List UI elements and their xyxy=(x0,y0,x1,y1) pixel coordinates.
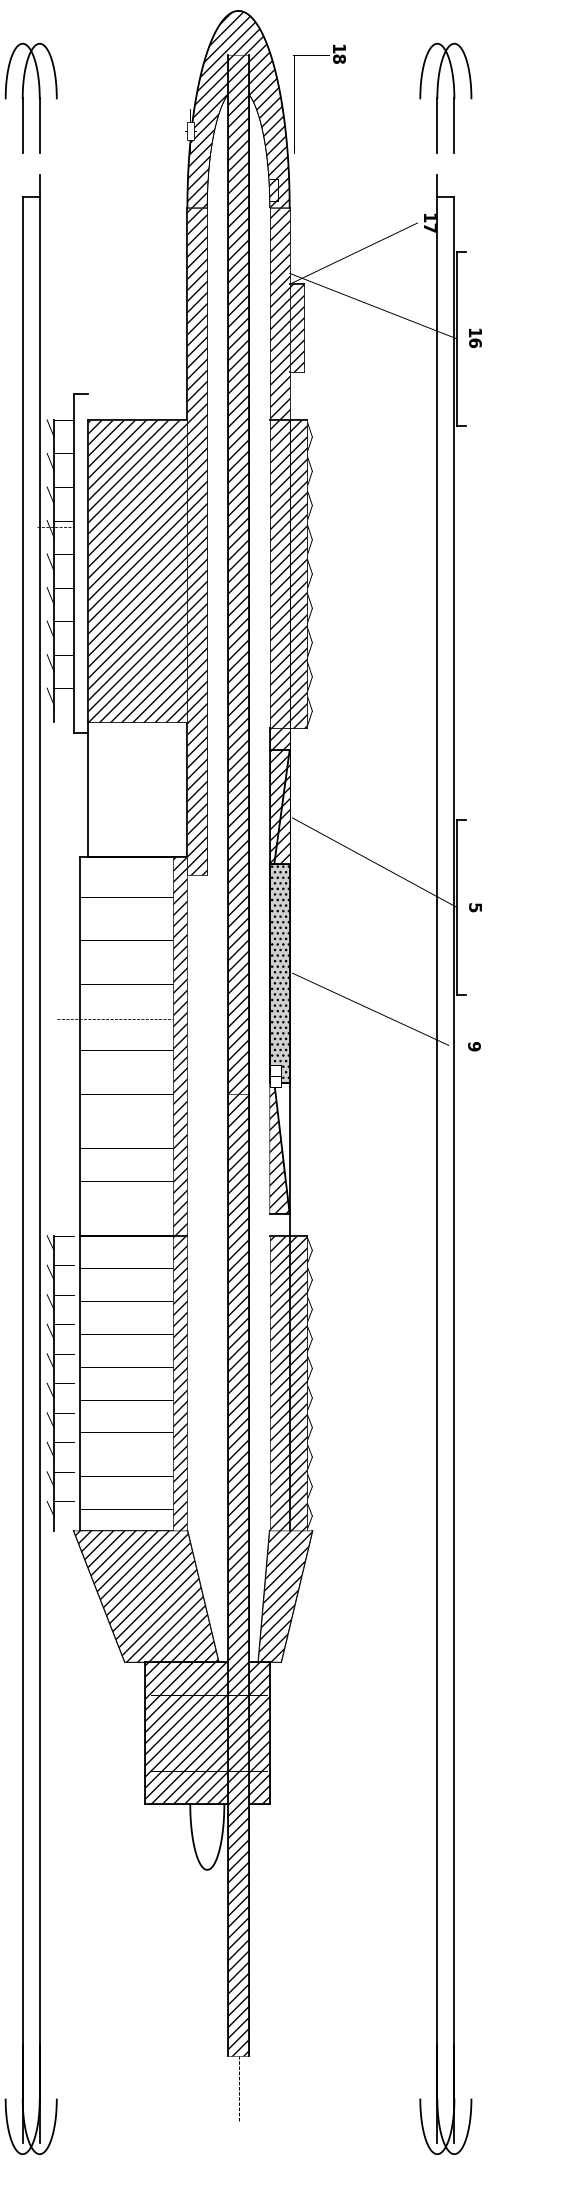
Polygon shape xyxy=(187,208,207,875)
Polygon shape xyxy=(88,420,187,722)
Bar xyxy=(270,864,290,1083)
Text: 18: 18 xyxy=(326,44,344,66)
Polygon shape xyxy=(258,1531,312,1662)
Polygon shape xyxy=(173,1236,187,1531)
Polygon shape xyxy=(270,1083,290,1214)
Text: 5: 5 xyxy=(462,901,481,914)
Text: 17: 17 xyxy=(417,212,435,234)
Polygon shape xyxy=(145,1662,270,1804)
Polygon shape xyxy=(74,1531,219,1662)
Polygon shape xyxy=(173,857,187,1236)
Polygon shape xyxy=(228,55,249,1094)
Polygon shape xyxy=(187,11,290,208)
Bar xyxy=(187,122,194,140)
Text: 9: 9 xyxy=(462,1039,481,1052)
Text: 16: 16 xyxy=(462,328,481,350)
Polygon shape xyxy=(270,420,307,728)
Bar xyxy=(270,1065,281,1087)
Polygon shape xyxy=(270,1236,307,1531)
Polygon shape xyxy=(228,1094,249,2056)
Polygon shape xyxy=(270,750,290,864)
Polygon shape xyxy=(290,284,304,372)
Polygon shape xyxy=(270,208,290,875)
